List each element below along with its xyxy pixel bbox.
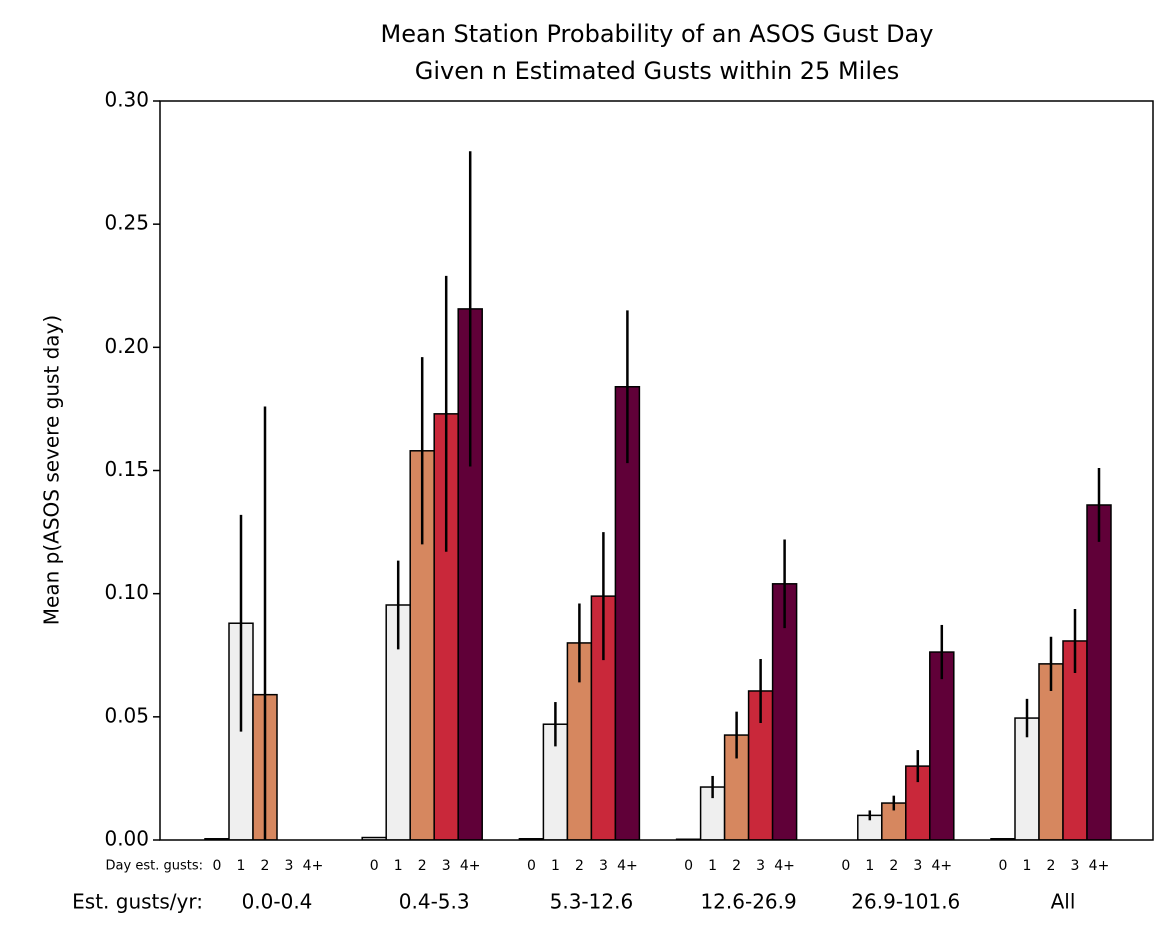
- x-tick-label: 5.3-12.6: [550, 890, 634, 914]
- series-label: 2: [1047, 858, 1056, 874]
- series-label: 3: [442, 858, 451, 874]
- y-tick-label: 0.05: [104, 703, 149, 727]
- series-label: 2: [575, 858, 584, 874]
- category-row-label: Est. gusts/yr:: [72, 890, 203, 914]
- series-label: 2: [889, 858, 898, 874]
- series-label: 0: [999, 858, 1008, 874]
- series-label: 1: [708, 858, 717, 874]
- chart-title: Mean Station Probability of an ASOS Gust…: [381, 20, 934, 48]
- x-tick-label: 0.4-5.3: [399, 890, 470, 914]
- y-tick-label: 0.00: [104, 827, 149, 851]
- x-tick-label: 26.9-101.6: [851, 890, 960, 914]
- plot-area: [204, 151, 1112, 840]
- series-label: 3: [913, 858, 922, 874]
- series-label: 0: [841, 858, 850, 874]
- y-axis-label: Mean p(ASOS severe gust day): [40, 315, 64, 625]
- bar: [929, 651, 955, 840]
- bar: [1062, 640, 1088, 840]
- series-label: 3: [285, 858, 294, 874]
- series-label: 1: [865, 858, 874, 874]
- y-tick-label: 0.15: [104, 457, 149, 481]
- bar: [1086, 504, 1112, 840]
- series-label: 4+: [931, 858, 952, 874]
- y-tick-label: 0.25: [104, 211, 149, 235]
- series-label: 4+: [1089, 858, 1110, 874]
- series-label: 1: [394, 858, 403, 874]
- series-label: 1: [551, 858, 560, 874]
- plot-frame: [159, 100, 1154, 841]
- x-tick-label: All: [1051, 890, 1076, 914]
- bar: [1014, 717, 1040, 840]
- series-label: 0: [527, 858, 536, 874]
- y-tick-label: 0.10: [104, 580, 149, 604]
- series-label: 0: [213, 858, 222, 874]
- series-label: 2: [418, 858, 427, 874]
- series-label: 4+: [774, 858, 795, 874]
- x-tick-label: 12.6-26.9: [700, 890, 796, 914]
- series-label: 4+: [617, 858, 638, 874]
- series-label: 2: [732, 858, 741, 874]
- series-row-label: Day est. gusts:: [106, 859, 203, 874]
- series-label: 3: [599, 858, 608, 874]
- y-tick-label: 0.20: [104, 334, 149, 358]
- series-label: 4+: [460, 858, 481, 874]
- series-label: 4+: [303, 858, 324, 874]
- y-tick-label: 0.30: [104, 88, 149, 112]
- series-label: 2: [261, 858, 270, 874]
- series-label: 3: [756, 858, 765, 874]
- x-tick-label: 0.0-0.4: [242, 890, 313, 914]
- series-label: 0: [370, 858, 379, 874]
- series-label: 0: [684, 858, 693, 874]
- series-label: 1: [237, 858, 246, 874]
- series-label: 1: [1023, 858, 1032, 874]
- chart-subtitle: Given n Estimated Gusts within 25 Miles: [415, 57, 900, 85]
- series-label: 3: [1071, 858, 1080, 874]
